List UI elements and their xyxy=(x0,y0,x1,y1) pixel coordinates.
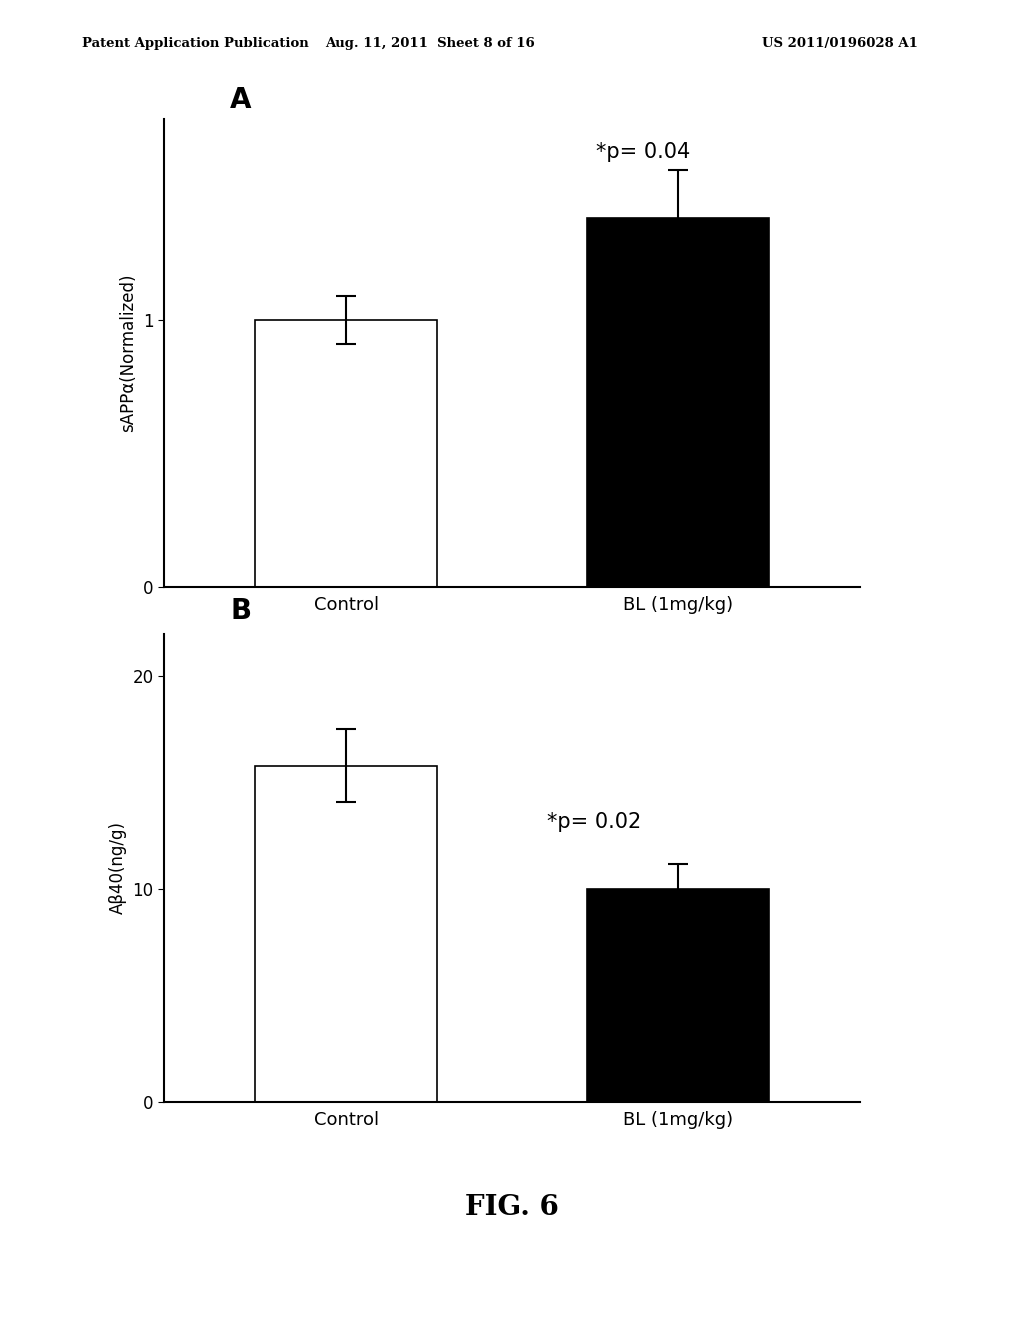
Text: A: A xyxy=(230,86,251,114)
Bar xyxy=(255,766,437,1102)
Text: US 2011/0196028 A1: US 2011/0196028 A1 xyxy=(762,37,918,50)
Y-axis label: sAPPα(Normalized): sAPPα(Normalized) xyxy=(119,273,137,433)
Text: B: B xyxy=(230,597,251,624)
Bar xyxy=(255,319,437,587)
Text: Aug. 11, 2011  Sheet 8 of 16: Aug. 11, 2011 Sheet 8 of 16 xyxy=(326,37,535,50)
Text: *p= 0.04: *p= 0.04 xyxy=(596,143,690,162)
Text: Patent Application Publication: Patent Application Publication xyxy=(82,37,308,50)
Text: FIG. 6: FIG. 6 xyxy=(465,1195,559,1221)
Y-axis label: Aβ40(ng/g): Aβ40(ng/g) xyxy=(109,821,127,915)
Bar xyxy=(587,890,769,1102)
Text: *p= 0.02: *p= 0.02 xyxy=(547,812,641,832)
Bar xyxy=(587,218,769,587)
